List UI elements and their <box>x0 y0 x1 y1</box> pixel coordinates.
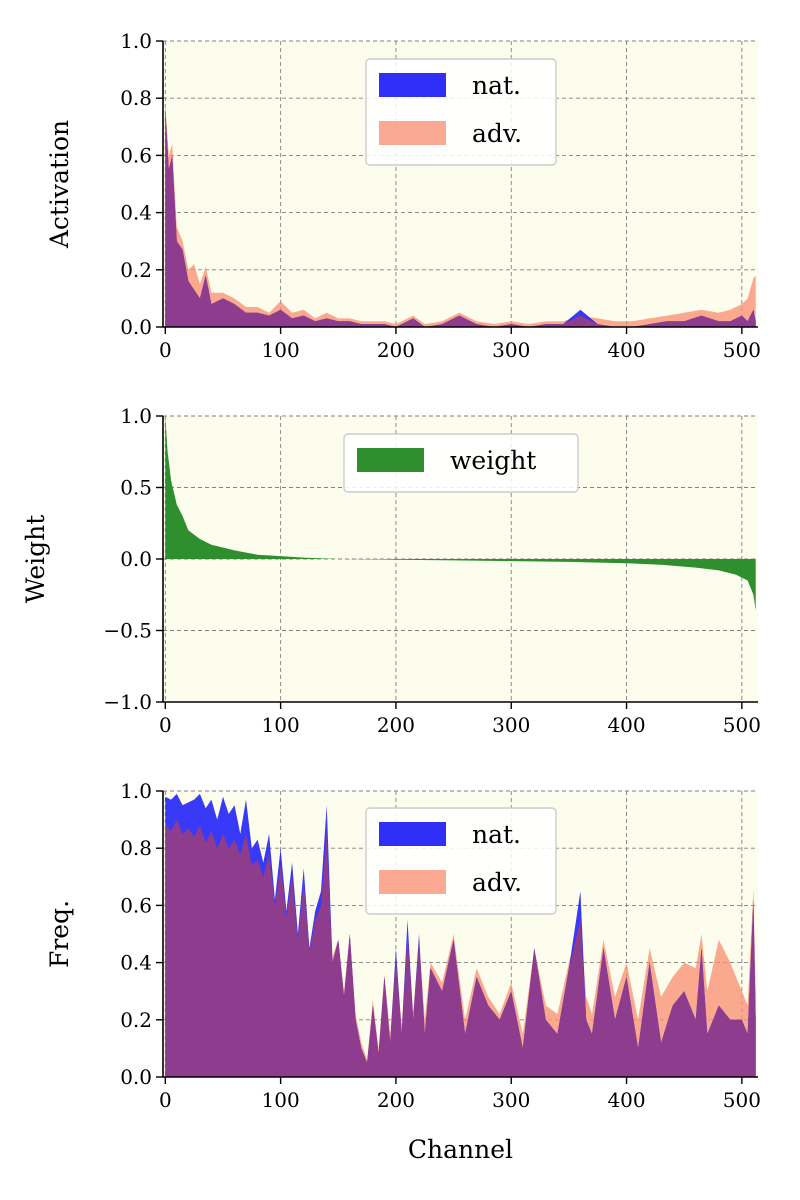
x-tick-label: 500 <box>723 338 761 362</box>
x-tick-label: 200 <box>377 338 415 362</box>
legend-label: nat. <box>472 820 521 849</box>
y-axis-label: Weight <box>21 515 50 604</box>
x-tick-label: 200 <box>377 1088 415 1112</box>
legend-label: weight <box>450 446 536 475</box>
y-tick-label: 0.4 <box>120 951 152 975</box>
x-tick-label: 100 <box>262 338 300 362</box>
y-tick-label: 0.5 <box>120 476 152 500</box>
y-tick-label: 0.6 <box>120 143 152 167</box>
y-tick-label: 1.0 <box>120 29 152 53</box>
x-tick-label: 500 <box>723 1088 761 1112</box>
area-overlap <box>165 819 756 1077</box>
x-tick-label: 300 <box>492 338 530 362</box>
x-tick-label: 0 <box>159 1088 172 1112</box>
y-tick-label: 0.2 <box>120 1008 152 1032</box>
y-axis-label: Activation <box>45 120 74 249</box>
weight-panel: 0 100 200 300 400 500 −1.0 −0.5 0.0 0.5 1.0 Weight w… <box>21 404 761 737</box>
y-tick-label: −1.0 <box>103 690 152 714</box>
y-tick-label: 0.0 <box>120 1065 152 1089</box>
legend-swatch <box>379 870 446 894</box>
y-tick-label: 0.0 <box>120 547 152 571</box>
x-tick-label: 0 <box>159 713 172 737</box>
y-tick-label: 0.2 <box>120 258 152 282</box>
y-tick-label: −0.5 <box>103 619 152 643</box>
x-axis-label: Channel <box>408 1135 513 1164</box>
x-tick-label: 300 <box>492 1088 530 1112</box>
x-tick-label: 100 <box>262 713 300 737</box>
x-tick-label: 200 <box>377 713 415 737</box>
y-tick-label: 1.0 <box>120 404 152 428</box>
frequency-panel: 0 100 200 300 400 500 0.0 0.2 0.4 0.6 0.8 1.0 Freq. C… <box>45 779 761 1164</box>
legend-label: adv. <box>472 868 522 897</box>
legend-swatch <box>379 822 446 846</box>
y-axis-label: Freq. <box>45 900 74 968</box>
y-tick-label: 0.0 <box>120 315 152 339</box>
x-tick-label: 400 <box>607 1088 645 1112</box>
x-tick-label: 500 <box>723 713 761 737</box>
y-tick-label: 0.8 <box>120 86 152 110</box>
x-tick-label: 400 <box>607 713 645 737</box>
x-tick-label: 400 <box>607 338 645 362</box>
y-tick-label: 0.6 <box>120 893 152 917</box>
legend-swatch <box>379 121 446 145</box>
legend: nat. adv. <box>365 58 557 166</box>
y-tick-label: 0.8 <box>120 836 152 860</box>
activation-panel: 0 100 200 300 400 500 0.0 0.2 0.4 0.6 0.8 1.0 Activa… <box>45 29 761 362</box>
legend-label: adv. <box>472 119 522 148</box>
y-tick-label: 1.0 <box>120 779 152 803</box>
legend-label: nat. <box>472 71 521 100</box>
x-tick-label: 300 <box>492 713 530 737</box>
x-tick-label: 0 <box>159 338 172 362</box>
y-tick-label: 0.4 <box>120 201 152 225</box>
area-overlap <box>165 109 756 327</box>
x-tick-label: 100 <box>262 1088 300 1112</box>
legend: weight <box>343 433 579 493</box>
legend-swatch <box>357 448 424 472</box>
legend: nat. adv. <box>365 807 557 915</box>
legend-swatch <box>379 73 446 97</box>
area-weight <box>165 416 756 611</box>
